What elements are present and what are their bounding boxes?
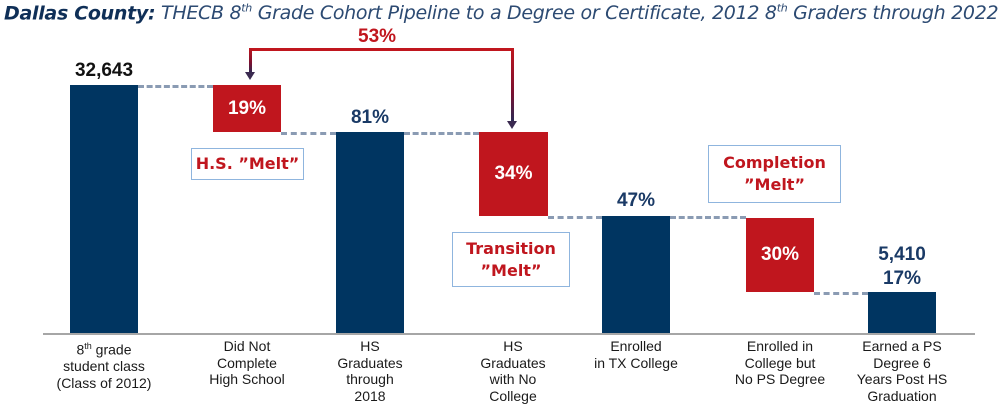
melt-box-transition: 34%: [479, 132, 548, 216]
category-label: HS Graduates through 2018: [337, 338, 403, 404]
category-label: Did Not Complete High School: [209, 338, 285, 387]
category-label: HS Graduates with No College: [480, 338, 546, 404]
category-label: Enrolled in TX College: [594, 338, 678, 371]
note-completion-melt: Completion ”Melt”: [708, 145, 841, 203]
bar-hs-graduates: [336, 132, 404, 333]
category-label: Enrolled in College but No PS Degree: [734, 338, 826, 387]
category-label: 8th grade student class (Class of 2012): [56, 341, 152, 391]
note-transition-melt: Transition ”Melt”: [452, 232, 570, 287]
x-axis: [43, 333, 975, 335]
bracket-line: [249, 48, 514, 51]
connector-line: [138, 85, 213, 88]
arrow-down-icon: [245, 72, 255, 80]
title-subtitle: THECB 8th Grade Cohort Pipeline to a Deg…: [161, 2, 999, 25]
bar-8th-grade-class: [70, 85, 138, 333]
connector-line: [404, 132, 479, 135]
value-label: 47%: [616, 190, 656, 211]
value-label: 17%: [882, 268, 922, 289]
value-label: 81%: [350, 107, 390, 128]
bracket-label: 53%: [358, 26, 397, 47]
connector-line: [670, 216, 746, 219]
bar-earned-ps-degree: [868, 292, 936, 333]
bracket-left-leg: [249, 48, 252, 73]
bracket-right-leg: [511, 48, 514, 122]
connector-line: [281, 132, 336, 135]
value-label-count: 5,410: [878, 244, 926, 265]
connector-line: [814, 292, 868, 295]
title-county: Dallas County:: [4, 2, 156, 25]
value-label: 32,643: [74, 60, 134, 81]
connector-line: [548, 216, 602, 219]
melt-box-hs: 19%: [213, 85, 281, 132]
category-label: Earned a PS Degree 6 Years Post HS Gradu…: [856, 338, 948, 404]
chart-title: Dallas County: THECB 8th Grade Cohort Pi…: [4, 2, 999, 25]
melt-box-completion: 30%: [746, 218, 814, 292]
arrow-down-icon: [507, 121, 517, 129]
note-hs-melt: H.S. ”Melt”: [191, 148, 304, 180]
bar-enrolled-tx-college: [602, 216, 670, 333]
